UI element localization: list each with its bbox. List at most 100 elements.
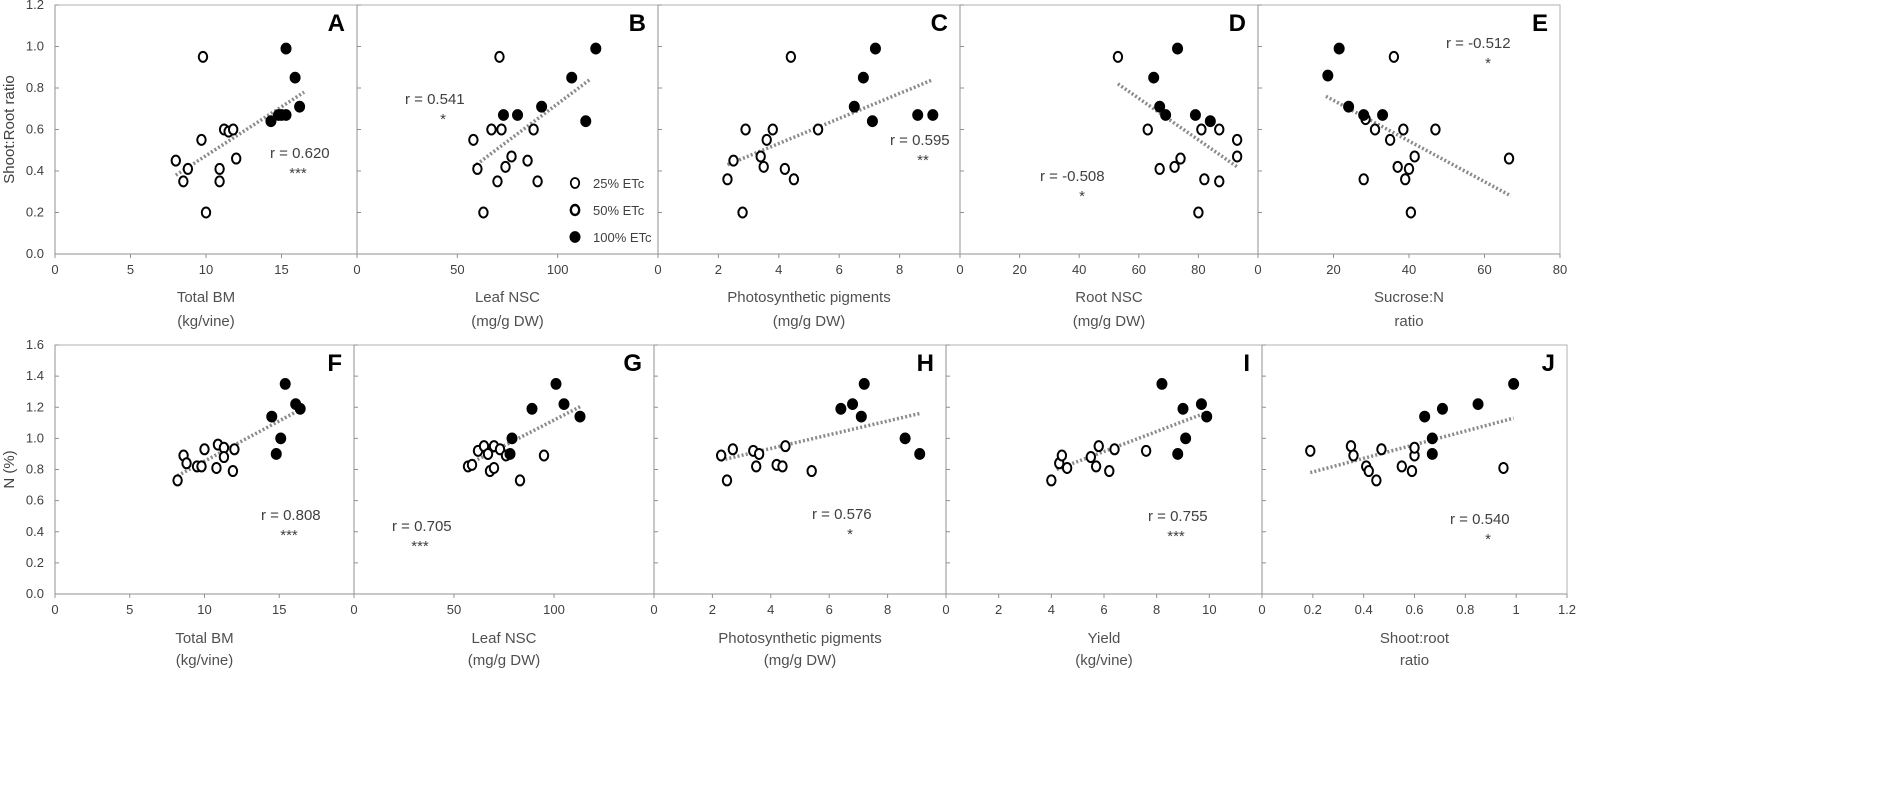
data-point-open — [1405, 206, 1417, 219]
data-point-open — [1358, 173, 1369, 186]
data-point-open — [740, 123, 751, 136]
data-point-filled — [857, 71, 869, 84]
panel-letter: J — [1542, 350, 1555, 377]
data-point-filled — [1358, 109, 1370, 121]
legend-marker — [569, 177, 581, 189]
panel-I: 0 2 4 6 8 10 Ir = 0.755 *** Yield (kg/vine) — [942, 344, 1263, 669]
data-point-open — [482, 447, 494, 460]
correlation-label: r = 0.541 — [405, 91, 465, 108]
y-tick-label: 0.6 — [26, 122, 44, 137]
data-point-filled — [927, 109, 939, 121]
data-point-open — [1199, 173, 1210, 186]
data-point-open — [722, 173, 733, 186]
data-point-filled — [275, 432, 287, 445]
data-point-open — [214, 175, 225, 188]
y-tick-label: 1.0 — [26, 430, 44, 445]
data-point-open — [506, 150, 517, 163]
x-axis-label: Root NSC — [1075, 289, 1143, 306]
y-tick-label: 0.0 — [26, 586, 44, 601]
x-tick-label: 6 — [836, 262, 843, 277]
data-point-filled — [266, 410, 278, 423]
data-point-filled — [858, 378, 870, 390]
x-axis-unit: (mg/g DW) — [468, 652, 541, 669]
x-tick-label: 0.4 — [1355, 602, 1373, 617]
x-tick-label: 8 — [1153, 602, 1160, 617]
data-point-open — [806, 465, 817, 478]
x-tick-label: 6 — [1100, 602, 1107, 617]
y-axis-label: N (%) — [1, 450, 18, 488]
data-point-filled — [1172, 42, 1184, 55]
x-tick-label: 0 — [350, 602, 357, 617]
correlation-label: r = 0.576 — [812, 506, 872, 523]
data-point-filled — [1160, 109, 1172, 121]
correlation-label: r = 0.540 — [1450, 511, 1510, 528]
data-point-open — [785, 50, 797, 63]
data-point-open — [1363, 465, 1374, 478]
data-point-open — [1104, 465, 1115, 478]
data-point-open — [737, 206, 748, 219]
significance-stars: * — [1485, 531, 1491, 548]
correlation-label: r = -0.508 — [1040, 168, 1105, 185]
x-tick-label: 0 — [654, 262, 661, 277]
data-point-open — [1175, 152, 1186, 165]
panel-H: 0 2 4 6 8 Hr = 0.576 * Photosynthetic pigments (… — [650, 344, 947, 669]
significance-stars: *** — [411, 538, 429, 555]
data-point-filled — [1195, 398, 1207, 411]
data-point-filled — [265, 115, 277, 128]
data-point-open — [468, 133, 479, 146]
data-point-open — [727, 443, 739, 456]
x-tick-label: 40 — [1072, 262, 1086, 277]
x-tick-label: 15 — [274, 262, 288, 277]
y-tick-label: 0.6 — [26, 493, 44, 508]
significance-stars: * — [440, 111, 446, 128]
data-point-open — [494, 50, 505, 63]
data-point-open — [196, 460, 207, 473]
panel-G: 0 50 100 Gr = 0.705 *** Leaf NSC (mg/g DW) — [350, 344, 655, 669]
x-axis-label: Yield — [1088, 630, 1121, 647]
panel-F: 0 5 10 15 Fr = 0.808 *** Total BM (kg/vine) — [51, 344, 355, 669]
data-point-open — [812, 123, 824, 136]
legend-marker — [569, 203, 581, 217]
data-point-open — [538, 449, 550, 462]
data-point-open — [522, 154, 533, 167]
data-point-open — [1231, 150, 1243, 163]
x-axis-unit: (mg/g DW) — [1073, 313, 1146, 330]
data-point-filled — [526, 402, 538, 415]
data-point-filled — [574, 410, 586, 423]
data-point-open — [753, 447, 765, 460]
data-point-open — [1142, 123, 1153, 136]
plot-frame — [959, 4, 1259, 255]
data-point-open — [472, 162, 483, 175]
data-point-filled — [1426, 448, 1438, 460]
data-point-open — [214, 162, 225, 175]
trend-line — [1055, 411, 1205, 472]
data-point-filled — [1436, 402, 1448, 415]
data-point-filled — [270, 448, 282, 460]
data-point-open — [1384, 133, 1396, 146]
x-axis-unit: (kg/vine) — [177, 313, 235, 330]
panel-letter: H — [917, 350, 934, 377]
x-tick-label: 0.8 — [1456, 602, 1474, 617]
x-axis-label: Total BM — [175, 630, 233, 647]
data-point-open — [721, 474, 733, 487]
legend-label: 100% ETc — [593, 230, 652, 245]
panel-letter: B — [629, 10, 646, 37]
data-point-open — [514, 474, 526, 487]
x-tick-label: 0 — [942, 602, 949, 617]
data-point-filled — [1377, 109, 1389, 121]
y-tick-label: 0.8 — [26, 80, 44, 95]
data-point-filled — [835, 402, 847, 415]
data-point-open — [1388, 50, 1400, 63]
correlation-label: r = 0.620 — [270, 145, 330, 162]
x-axis-unit: ratio — [1394, 313, 1423, 330]
data-point-filled — [280, 109, 292, 121]
x-axis-label: Shoot:root — [1380, 630, 1450, 647]
data-point-filled — [506, 432, 518, 445]
x-axis-label: Total BM — [177, 289, 235, 306]
x-tick-label: 0 — [353, 262, 360, 277]
data-point-filled — [280, 42, 292, 55]
y-tick-label: 0.2 — [26, 205, 44, 220]
panel-E: 0 20 40 60 80 Er = -0.512 * Sucrose:N ratio — [1254, 4, 1567, 330]
data-point-open — [532, 175, 543, 188]
panel-letter: G — [623, 350, 642, 377]
